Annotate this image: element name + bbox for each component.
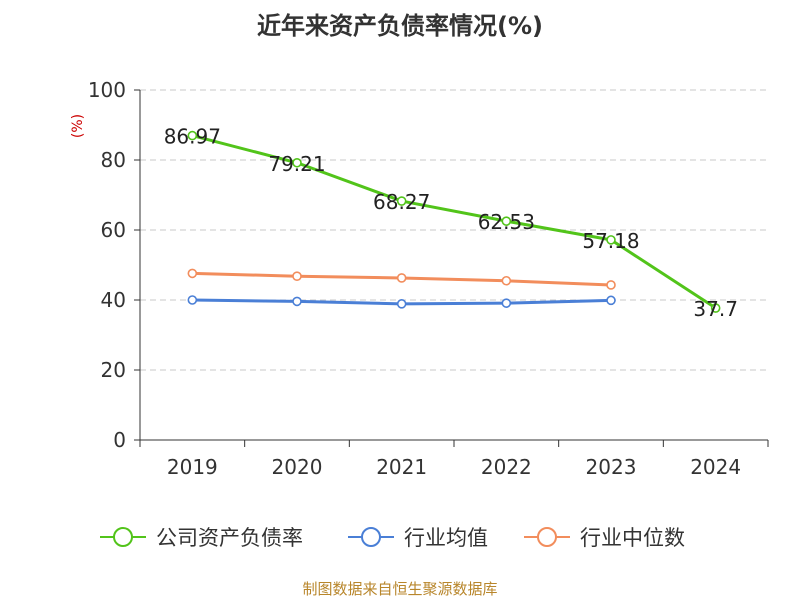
series-line (191, 134, 717, 310)
legend: 公司资产负债率 行业均值 行业中位数 (100, 526, 685, 550)
legend-label: 行业中位数 (580, 526, 685, 550)
data-label: 79.21 (268, 152, 325, 176)
data-point (501, 298, 512, 308)
legend-label: 行业均值 (404, 526, 488, 550)
legend-marker (113, 527, 133, 547)
y-tick-label: 100 (88, 78, 126, 102)
source-footer: 制图数据来自恒生聚源数据库 (302, 580, 498, 598)
data-point (606, 235, 616, 245)
data-point (501, 275, 512, 286)
data-point (606, 295, 616, 306)
data-point (187, 295, 198, 305)
chart-title: 近年来资产负债率情况(%) (257, 12, 543, 40)
y-tick-label: 0 (113, 428, 126, 452)
data-point (292, 157, 302, 168)
y-tick-label: 20 (101, 358, 126, 382)
grid-lines (140, 89, 768, 371)
legend-label: 公司资产负债率 (156, 526, 303, 550)
data-point (606, 280, 616, 290)
data-label: 86.97 (164, 125, 221, 149)
data-label: 57.18 (582, 229, 639, 253)
data-point (396, 273, 407, 283)
x-tick-label: 2021 (376, 455, 427, 479)
data-point (710, 303, 721, 313)
y-tick-label: 80 (101, 148, 126, 172)
x-tick-label: 2022 (481, 455, 532, 479)
x-tick-label: 2023 (586, 455, 637, 479)
data-point (292, 296, 302, 307)
axes: 0 20 40 60 80 100(%) 2019 2020 2021 2022 2023 2024 (70, 78, 769, 479)
data-label: 68.27 (373, 190, 430, 214)
x-tick-label: 2024 (690, 455, 741, 479)
data-point (292, 271, 302, 282)
data-label: 62.53 (478, 210, 535, 234)
y-axis-unit-label: (%) (70, 114, 86, 138)
y-tick-label: 60 (101, 218, 126, 242)
data-point (501, 216, 512, 226)
data-label: 37.7 (693, 297, 738, 321)
data-point (187, 130, 198, 141)
data-point (396, 299, 407, 309)
data-point (396, 196, 407, 206)
legend-marker (537, 527, 557, 547)
data-labels: 86.97 79.21 68.27 62.53 57.18 37.7 (164, 125, 738, 321)
legend-marker (361, 527, 381, 547)
x-tick-label: 2020 (272, 455, 323, 479)
series-lines (187, 130, 721, 313)
y-tick-label: 40 (101, 288, 126, 312)
data-point (187, 268, 198, 279)
x-tick-label: 2019 (167, 455, 218, 479)
